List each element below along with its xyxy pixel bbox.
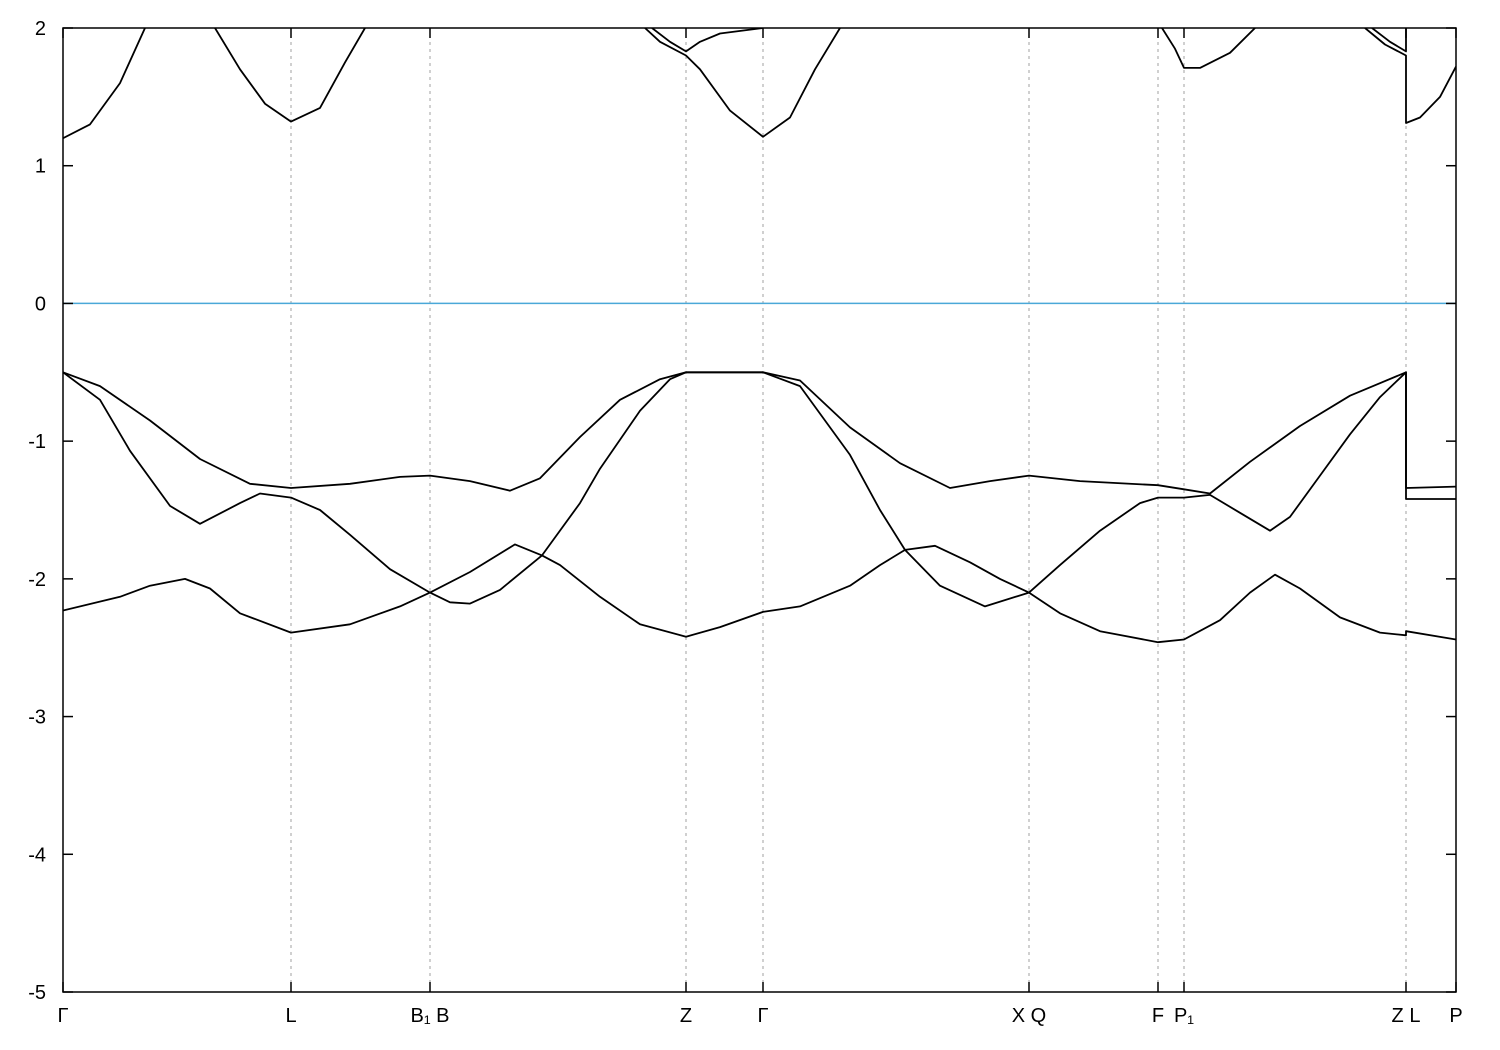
y-tick-label: 0 xyxy=(35,293,46,315)
y-tick-label: 2 xyxy=(35,18,46,40)
y-tick-label: -2 xyxy=(28,569,46,591)
x-tick-label: P xyxy=(1449,1005,1462,1027)
x-tick-label: B₁ B xyxy=(411,1005,450,1027)
y-tick-label: -3 xyxy=(28,707,46,729)
bands xyxy=(63,28,1456,644)
x-tick-label: Z L xyxy=(1392,1005,1421,1027)
band-line-5 xyxy=(651,28,1407,53)
y-tick-label: -5 xyxy=(28,982,46,1004)
band-line-2 xyxy=(63,371,1456,594)
x-tick-label: F xyxy=(1152,1005,1164,1027)
band-line-3 xyxy=(63,549,1456,644)
plot-frame xyxy=(62,27,1457,993)
x-tick-label: L xyxy=(285,1005,296,1027)
x-tick-label: Γ xyxy=(757,1005,768,1027)
band-line-4 xyxy=(63,28,1456,140)
x-tick-label: Γ xyxy=(57,1005,68,1027)
band-line-1 xyxy=(63,371,1456,495)
y-tick-label: -1 xyxy=(28,431,46,453)
x-tick-label: P₁ xyxy=(1174,1005,1194,1027)
y-tick-label: -4 xyxy=(28,844,46,866)
grid-lines xyxy=(290,28,1407,992)
y-tick-label: 1 xyxy=(35,156,46,178)
axis-ticks xyxy=(62,27,1457,993)
x-tick-label: Z xyxy=(680,1005,692,1027)
x-tick-label: X Q xyxy=(1012,1005,1046,1027)
tick-labels: Γ L B₁ B Z Γ X Q F P₁ Z L P -5 -4 -3 -2 -1 0 1 2 xyxy=(28,18,1462,1027)
